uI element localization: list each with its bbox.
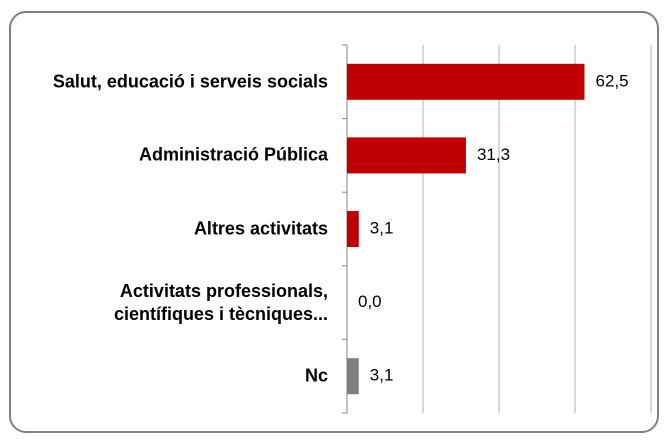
category-label: Nc [304,365,328,386]
value-label: 0,0 [358,292,382,311]
bar [347,211,359,247]
bar [347,63,585,100]
category-label: Activitats professionals, científiques i… [113,280,328,324]
value-label: 3,1 [370,366,394,385]
category-label: Administració Pública [138,144,328,165]
value-label: 62,5 [596,71,629,90]
value-label: 31,3 [477,145,510,164]
category-label: Salut, educació i serveis socials [52,71,328,92]
value-label: 3,1 [370,218,394,237]
bar [347,137,466,174]
bar [347,358,359,395]
category-label: Altres activitats [193,218,328,239]
frame [9,11,659,433]
